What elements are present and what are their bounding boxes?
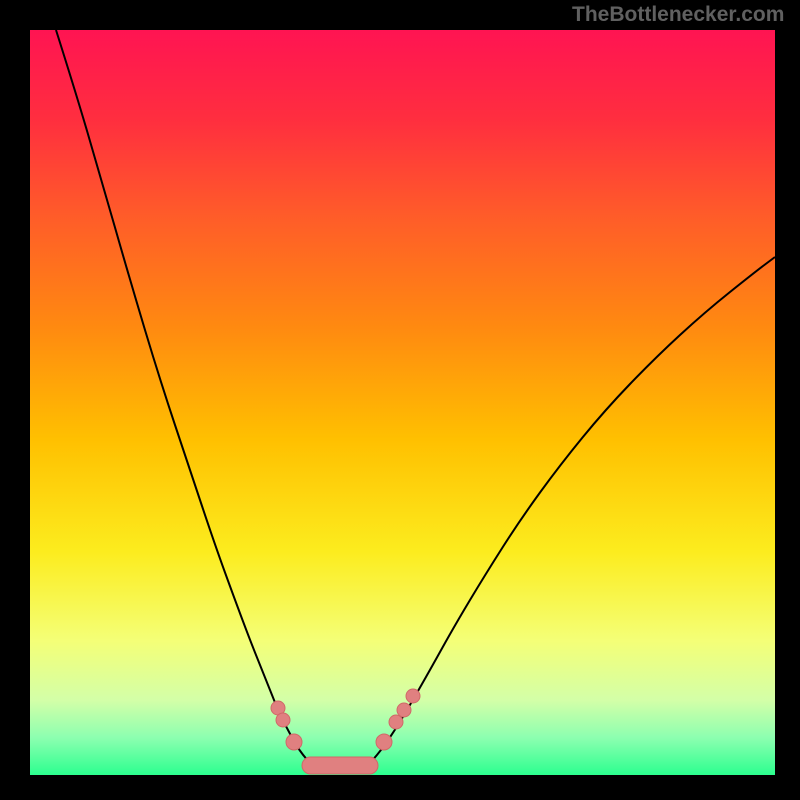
optimal-range-pill — [302, 757, 378, 774]
marker-dot — [276, 713, 290, 727]
marker-dot — [376, 734, 392, 750]
marker-dot — [389, 715, 403, 729]
marker-dot — [397, 703, 411, 717]
plot-background — [30, 30, 775, 775]
marker-dot — [286, 734, 302, 750]
watermark-text: TheBottlenecker.com — [572, 3, 784, 27]
marker-dot — [406, 689, 420, 703]
bottleneck-chart — [0, 0, 800, 800]
